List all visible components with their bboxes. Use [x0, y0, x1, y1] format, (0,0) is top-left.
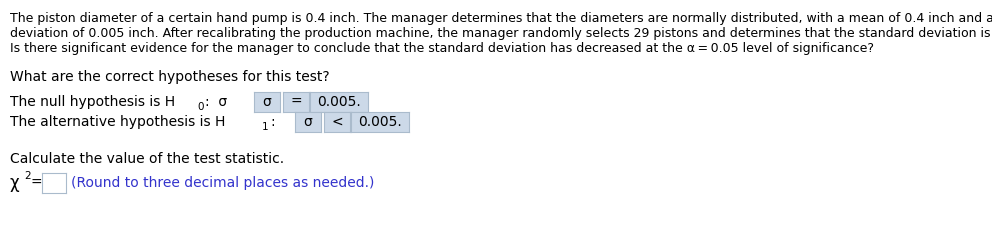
Text: Is there significant evidence for the manager to conclude that the standard devi: Is there significant evidence for the ma…: [10, 42, 874, 55]
Text: The piston diameter of a certain hand pump is 0.4 inch. The manager determines t: The piston diameter of a certain hand pu…: [10, 12, 992, 25]
Text: Calculate the value of the test statistic.: Calculate the value of the test statisti…: [10, 152, 284, 166]
Text: σ: σ: [263, 95, 272, 109]
Text: :: :: [270, 115, 275, 129]
Text: 2: 2: [24, 171, 31, 181]
Text: The null hypothesis is H: The null hypothesis is H: [10, 95, 176, 109]
Text: =: =: [30, 176, 42, 190]
Text: The alternative hypothesis is H: The alternative hypothesis is H: [10, 115, 225, 129]
Text: What are the correct hypotheses for this test?: What are the correct hypotheses for this…: [10, 70, 329, 84]
Text: 0.005.: 0.005.: [317, 95, 361, 109]
Text: <: <: [331, 115, 343, 129]
Text: σ: σ: [304, 115, 312, 129]
Text: (Round to three decimal places as needed.): (Round to three decimal places as needed…: [71, 176, 374, 190]
Text: :  σ: : σ: [205, 95, 227, 109]
Text: =: =: [291, 95, 302, 109]
Text: 0.005.: 0.005.: [358, 115, 402, 129]
Text: deviation of 0.005 inch. After recalibrating the production machine, the manager: deviation of 0.005 inch. After recalibra…: [10, 27, 992, 40]
Text: 0: 0: [197, 102, 203, 112]
Text: χ: χ: [10, 174, 20, 192]
Text: 1: 1: [262, 122, 269, 132]
